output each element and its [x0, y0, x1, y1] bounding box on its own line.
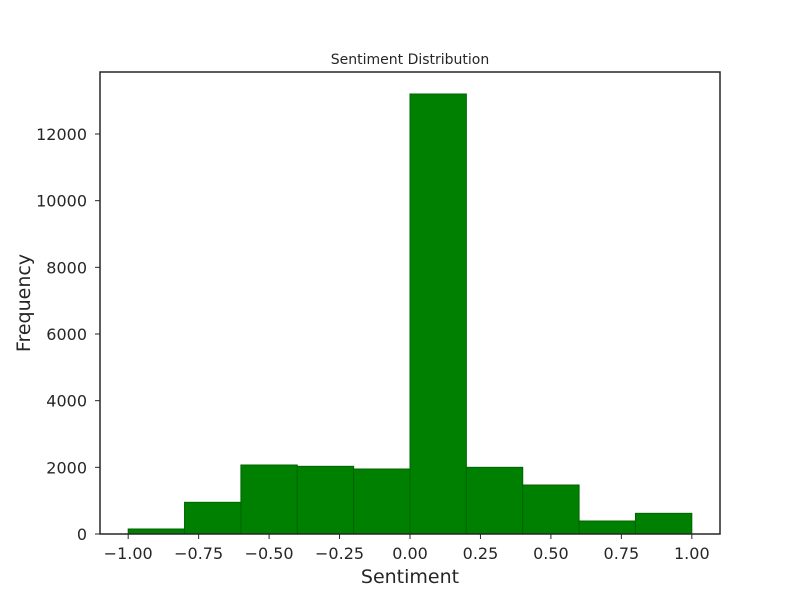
x-tick-label: 0.00 — [392, 544, 428, 563]
x-tick-label: −0.25 — [315, 544, 364, 563]
histogram-bar-2 — [240, 464, 298, 535]
histogram-bar-3 — [296, 465, 355, 535]
histogram-bar-5 — [409, 93, 467, 535]
x-tick-label: 1.00 — [674, 544, 710, 563]
y-tick-label: 2000 — [46, 458, 87, 477]
x-tick-label: 0.50 — [533, 544, 569, 563]
histogram-bar-8 — [578, 520, 636, 535]
histogram-bar-1 — [184, 501, 242, 535]
y-tick-label: 6000 — [46, 325, 87, 344]
y-axis-label: Frequency — [13, 254, 35, 352]
x-tick-label: 0.75 — [604, 544, 640, 563]
x-tick-label: −0.75 — [174, 544, 223, 563]
x-tick-label: 0.25 — [463, 544, 499, 563]
y-tick-label: 0 — [77, 525, 87, 544]
y-tick-label: 10000 — [36, 192, 87, 211]
x-axis-label: Sentiment — [361, 566, 459, 588]
histogram-bar-6 — [465, 466, 524, 535]
bars-group — [127, 93, 693, 535]
x-tick-label: −0.50 — [245, 544, 294, 563]
x-axis-ticks: −1.00 −0.75 −0.50 −0.25 0.00 0.25 0.50 0.75 1.00 — [104, 534, 710, 563]
y-axis-ticks: 0 2000 4000 6000 8000 10000 12000 — [36, 125, 100, 544]
histogram-bar-9 — [634, 512, 693, 535]
histogram-bar-4 — [353, 468, 411, 535]
y-tick-label: 4000 — [46, 392, 87, 411]
y-tick-label: 12000 — [36, 125, 87, 144]
histogram-bar-7 — [522, 484, 580, 535]
chart-title: Sentiment Distribution — [331, 52, 490, 68]
x-tick-label: −1.00 — [104, 544, 153, 563]
y-tick-label: 8000 — [46, 258, 87, 277]
